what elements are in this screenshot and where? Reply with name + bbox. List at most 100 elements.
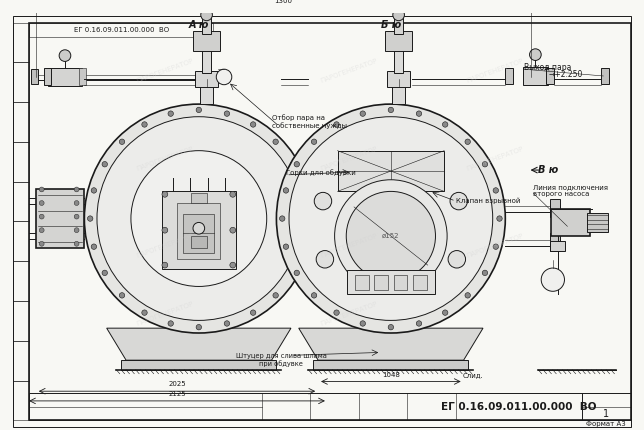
Text: ПАРОГЕНЕРАТОР: ПАРОГЕНЕРАТОР xyxy=(320,233,379,259)
Circle shape xyxy=(335,180,447,292)
Bar xyxy=(587,213,608,232)
Circle shape xyxy=(316,251,334,268)
Circle shape xyxy=(482,162,488,167)
Circle shape xyxy=(290,162,296,167)
Circle shape xyxy=(334,122,339,127)
Circle shape xyxy=(91,188,97,193)
Bar xyxy=(48,68,82,86)
Polygon shape xyxy=(107,328,291,360)
Circle shape xyxy=(416,321,422,326)
Bar xyxy=(550,241,565,251)
Circle shape xyxy=(276,104,506,333)
Circle shape xyxy=(314,192,332,210)
Bar xyxy=(550,233,560,251)
Circle shape xyxy=(201,9,213,21)
Circle shape xyxy=(334,310,339,315)
Text: ПАРОГЕНЕРАТОР: ПАРОГЕНЕРАТОР xyxy=(466,233,524,259)
Circle shape xyxy=(168,321,173,326)
Circle shape xyxy=(360,321,365,326)
Circle shape xyxy=(168,111,173,117)
Bar xyxy=(36,190,84,248)
Circle shape xyxy=(224,321,230,326)
Bar xyxy=(29,23,213,37)
Bar xyxy=(393,275,408,290)
Text: ЕГ 0.16.09.011.00.000  ВО: ЕГ 0.16.09.011.00.000 ВО xyxy=(441,402,596,412)
Circle shape xyxy=(97,117,301,320)
Text: Штуцер для слива шлама
при обдувке: Штуцер для слива шлама при обдувке xyxy=(236,353,327,367)
Text: Выход пара: Выход пара xyxy=(524,63,571,72)
Bar xyxy=(162,191,236,269)
Bar xyxy=(193,31,220,51)
Circle shape xyxy=(388,325,393,330)
Circle shape xyxy=(493,188,498,193)
Bar xyxy=(29,393,631,420)
Bar xyxy=(79,68,86,85)
Bar xyxy=(202,46,211,73)
Circle shape xyxy=(346,191,435,281)
Circle shape xyxy=(39,228,44,233)
Bar xyxy=(413,275,427,290)
Circle shape xyxy=(465,293,470,298)
Text: →+2.250: →+2.250 xyxy=(549,70,583,79)
Circle shape xyxy=(360,111,365,117)
Bar xyxy=(523,67,548,85)
Circle shape xyxy=(273,293,278,298)
Circle shape xyxy=(102,270,108,276)
Circle shape xyxy=(251,310,256,315)
Bar xyxy=(374,275,388,290)
Text: 1048: 1048 xyxy=(382,372,400,378)
Circle shape xyxy=(39,187,44,192)
Circle shape xyxy=(59,50,71,61)
Bar xyxy=(13,62,29,102)
Circle shape xyxy=(74,241,79,246)
Circle shape xyxy=(119,139,125,144)
Bar xyxy=(601,68,609,84)
Bar xyxy=(44,68,52,85)
Bar xyxy=(13,142,29,182)
Text: А ю: А ю xyxy=(189,20,209,30)
Circle shape xyxy=(91,244,97,249)
Text: Формат А3: Формат А3 xyxy=(586,421,626,427)
Circle shape xyxy=(388,107,393,113)
Circle shape xyxy=(442,122,448,127)
Circle shape xyxy=(230,227,236,233)
Circle shape xyxy=(196,107,202,113)
Bar xyxy=(195,71,218,86)
Text: 2125: 2125 xyxy=(168,391,186,397)
Bar xyxy=(506,68,513,84)
Circle shape xyxy=(74,214,79,219)
Bar xyxy=(13,102,29,142)
Circle shape xyxy=(301,244,307,249)
Text: Слид.: Слид. xyxy=(462,372,484,378)
Bar xyxy=(121,360,276,370)
Circle shape xyxy=(74,228,79,233)
Circle shape xyxy=(311,293,317,298)
Text: ПАРОГЕНЕРАТОР: ПАРОГЕНЕРАТОР xyxy=(466,145,524,172)
Circle shape xyxy=(416,111,422,117)
Circle shape xyxy=(74,187,79,192)
Bar xyxy=(184,214,214,252)
Text: ПАРОГЕНЕРАТОР: ПАРОГЕНЕРАТОР xyxy=(320,145,379,172)
Circle shape xyxy=(162,227,168,233)
Bar xyxy=(13,301,29,341)
Circle shape xyxy=(273,139,278,144)
Circle shape xyxy=(142,310,147,315)
Bar xyxy=(13,381,29,420)
Circle shape xyxy=(142,122,147,127)
Circle shape xyxy=(162,191,168,197)
Circle shape xyxy=(465,139,470,144)
Bar xyxy=(347,270,435,294)
Circle shape xyxy=(39,241,44,246)
Circle shape xyxy=(450,192,468,210)
Circle shape xyxy=(84,104,313,333)
Polygon shape xyxy=(299,328,483,360)
Circle shape xyxy=(289,117,493,320)
Circle shape xyxy=(301,188,307,193)
Text: Клапан взрывной: Клапан взрывной xyxy=(456,198,520,204)
Text: 1: 1 xyxy=(603,408,609,418)
Bar xyxy=(546,68,554,84)
Bar xyxy=(392,85,406,104)
Bar xyxy=(200,85,213,104)
Circle shape xyxy=(283,244,289,249)
Text: ПАРОГЕНЕРАТОР: ПАРОГЕНЕРАТОР xyxy=(320,301,379,327)
